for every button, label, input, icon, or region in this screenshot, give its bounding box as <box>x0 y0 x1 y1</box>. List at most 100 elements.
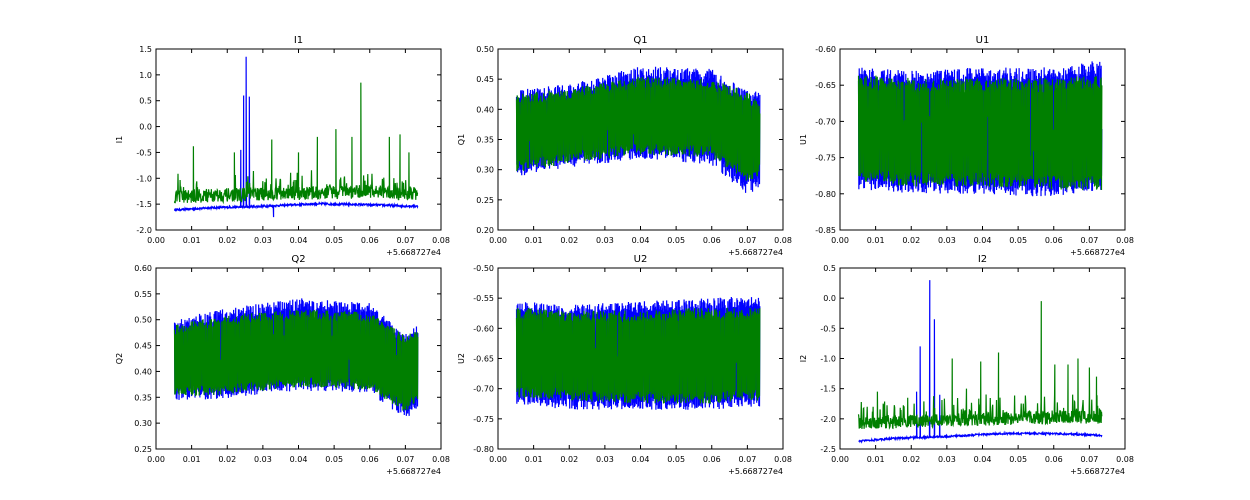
y-tick-label: -2.5 <box>820 445 836 454</box>
y-tick-label: 0.20 <box>476 226 494 235</box>
y-tick-label: 0.40 <box>476 105 494 114</box>
x-tick-label: 0.04 <box>974 236 992 245</box>
y-tick-label: 0.30 <box>476 166 494 175</box>
x-offset-label: +5.668727e4 <box>728 467 783 476</box>
x-tick-label: 0.03 <box>596 455 614 464</box>
x-tick-label: 0.06 <box>361 236 379 245</box>
subplot-title: U2 <box>634 254 648 265</box>
y-tick-label: 0.60 <box>134 264 152 273</box>
x-tick-label: 0.00 <box>831 455 849 464</box>
x-offset-label: +5.668727e4 <box>1070 248 1125 257</box>
x-tick-label: 0.08 <box>1116 455 1134 464</box>
x-tick-label: 0.02 <box>560 236 578 245</box>
y-tick-label: -0.80 <box>815 190 836 199</box>
y-tick-label: -0.55 <box>473 294 494 303</box>
x-tick-label: 0.01 <box>183 236 201 245</box>
x-tick-label: 0.00 <box>489 236 507 245</box>
subplot-title: I1 <box>294 35 303 46</box>
y-tick-label: -2.0 <box>820 415 836 424</box>
y-axis-label: I1 <box>115 136 124 143</box>
y-tick-label: 0.35 <box>476 136 494 145</box>
x-tick-label: 0.08 <box>774 455 792 464</box>
y-tick-label: -0.75 <box>473 415 494 424</box>
y-tick-label: -0.65 <box>815 81 836 90</box>
y-axis-label: Q1 <box>457 134 466 145</box>
x-tick-label: 0.03 <box>254 455 272 464</box>
x-tick-label: 0.06 <box>1045 455 1063 464</box>
subplot-q2: 0.00 0.01 0.02 0.03 0.04 0.05 0.06 0.07 0.08 0.25… <box>115 254 450 476</box>
x-tick-label: 0.01 <box>867 455 885 464</box>
x-tick-label: 0.02 <box>902 236 920 245</box>
y-tick-label: 0.25 <box>134 445 152 454</box>
x-tick-label: 0.05 <box>325 455 343 464</box>
x-tick-label: 0.04 <box>290 455 308 464</box>
y-tick-label: 0.25 <box>476 196 494 205</box>
y-tick-label: -1.5 <box>136 200 152 209</box>
y-tick-label: 0.50 <box>476 45 494 54</box>
x-tick-label: 0.02 <box>902 455 920 464</box>
x-tick-label: 0.04 <box>632 236 650 245</box>
y-tick-label: -0.70 <box>815 117 836 126</box>
subplot-i1: 0.00 0.01 0.02 0.03 0.04 0.05 0.06 0.07 0.08 -2.0… <box>115 35 450 257</box>
x-tick-label: 0.03 <box>254 236 272 245</box>
x-tick-label: 0.01 <box>525 455 543 464</box>
x-tick-label: 0.01 <box>525 236 543 245</box>
x-tick-label: 0.02 <box>218 455 236 464</box>
y-tick-label: 0.45 <box>476 75 494 84</box>
x-tick-label: 0.07 <box>738 236 756 245</box>
y-tick-label: 0.55 <box>134 290 152 299</box>
x-tick-label: 0.07 <box>1080 455 1098 464</box>
y-tick-label: 0.30 <box>134 419 152 428</box>
subplot-q1: 0.00 0.01 0.02 0.03 0.04 0.05 0.06 0.07 0.08 0.20… <box>457 35 792 257</box>
y-axis-label: U1 <box>799 134 808 145</box>
x-offset-label: +5.668727e4 <box>386 248 441 257</box>
y-tick-label: -0.60 <box>473 324 494 333</box>
x-tick-label: 0.08 <box>774 236 792 245</box>
y-axis-label: U2 <box>457 353 466 364</box>
series-line-green <box>173 82 419 205</box>
y-tick-label: 1.5 <box>139 45 152 54</box>
y-tick-label: 0.40 <box>134 367 152 376</box>
y-tick-label: -0.5 <box>820 324 836 333</box>
x-tick-label: 0.07 <box>396 455 414 464</box>
y-axis-label: I2 <box>799 355 808 362</box>
x-tick-label: 0.08 <box>432 455 450 464</box>
y-tick-label: -0.75 <box>815 154 836 163</box>
y-tick-label: -0.60 <box>815 45 836 54</box>
x-tick-label: 0.02 <box>560 455 578 464</box>
y-tick-label: -2.0 <box>136 226 152 235</box>
y-tick-label: -1.5 <box>820 385 836 394</box>
series-line-green <box>515 307 761 404</box>
series-line-green <box>857 301 1103 430</box>
x-tick-label: 0.05 <box>1009 236 1027 245</box>
x-tick-label: 0.07 <box>738 455 756 464</box>
x-tick-label: 0.01 <box>183 455 201 464</box>
y-tick-label: -1.0 <box>820 355 836 364</box>
x-tick-label: 0.00 <box>147 455 165 464</box>
x-tick-label: 0.00 <box>147 236 165 245</box>
y-axis-label: Q2 <box>115 353 124 364</box>
subplot-title: I2 <box>978 254 987 265</box>
subplot-title: U1 <box>976 35 990 46</box>
x-offset-label: +5.668727e4 <box>386 467 441 476</box>
series-line-green <box>173 309 419 411</box>
x-tick-label: 0.04 <box>632 455 650 464</box>
y-tick-label: -0.80 <box>473 445 494 454</box>
y-tick-label: -0.50 <box>473 264 494 273</box>
subplot-title: Q1 <box>633 35 647 46</box>
y-tick-label: 0.35 <box>134 393 152 402</box>
y-tick-label: -0.85 <box>815 226 836 235</box>
subplot-i2: 0.00 0.01 0.02 0.03 0.04 0.05 0.06 0.07 0.08 -2.5… <box>799 254 1134 476</box>
y-tick-label: 0.5 <box>823 264 836 273</box>
x-tick-label: 0.07 <box>396 236 414 245</box>
x-tick-label: 0.05 <box>667 236 685 245</box>
y-tick-label: -1.0 <box>136 174 152 183</box>
series-line-blue <box>173 56 419 218</box>
x-tick-label: 0.02 <box>218 236 236 245</box>
x-tick-label: 0.03 <box>938 455 956 464</box>
y-tick-label: 0.0 <box>823 294 836 303</box>
series-line-green <box>515 76 761 181</box>
x-tick-label: 0.03 <box>938 236 956 245</box>
x-tick-label: 0.06 <box>703 455 721 464</box>
